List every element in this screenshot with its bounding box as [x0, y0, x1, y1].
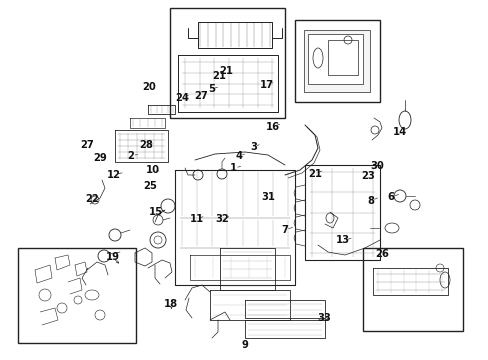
Text: 7: 7 [281, 225, 287, 235]
Text: 29: 29 [93, 153, 107, 163]
Text: 21: 21 [308, 168, 322, 179]
Text: 14: 14 [392, 127, 407, 138]
Text: 2: 2 [127, 150, 134, 161]
Text: 27: 27 [80, 140, 94, 150]
Text: 22: 22 [85, 194, 99, 204]
Text: 26: 26 [375, 249, 388, 259]
Text: 19: 19 [105, 252, 119, 262]
Text: 18: 18 [164, 299, 178, 309]
Text: 20: 20 [142, 82, 156, 92]
Text: 6: 6 [387, 192, 394, 202]
Text: 8: 8 [366, 196, 373, 206]
Text: 25: 25 [143, 181, 157, 192]
Text: 1: 1 [230, 163, 237, 174]
Text: 17: 17 [259, 80, 273, 90]
Bar [327, 40, 357, 75]
Bar [304, 30, 369, 92]
Bar [307, 34, 362, 84]
Bar [18, 248, 136, 343]
Text: 10: 10 [145, 165, 159, 175]
Text: 32: 32 [215, 214, 229, 224]
Text: 5: 5 [207, 84, 214, 94]
Text: 11: 11 [189, 214, 203, 224]
Text: 13: 13 [336, 235, 349, 246]
Text: 28: 28 [139, 140, 152, 150]
Text: 33: 33 [316, 312, 330, 323]
Text: 21: 21 [212, 71, 225, 81]
Text: 12: 12 [106, 170, 120, 180]
Text: 3: 3 [249, 142, 256, 152]
Text: 23: 23 [360, 171, 374, 181]
Text: 15: 15 [148, 207, 162, 217]
Text: 21: 21 [219, 66, 232, 76]
Text: 30: 30 [370, 161, 384, 171]
Bar [170, 8, 285, 118]
Text: 24: 24 [175, 93, 188, 103]
Text: 16: 16 [265, 122, 279, 132]
Text: 27: 27 [194, 91, 208, 102]
Text: 31: 31 [261, 192, 274, 202]
Text: 9: 9 [241, 340, 247, 350]
Text: 4: 4 [235, 150, 242, 161]
Bar [362, 248, 462, 331]
Bar [294, 20, 379, 102]
